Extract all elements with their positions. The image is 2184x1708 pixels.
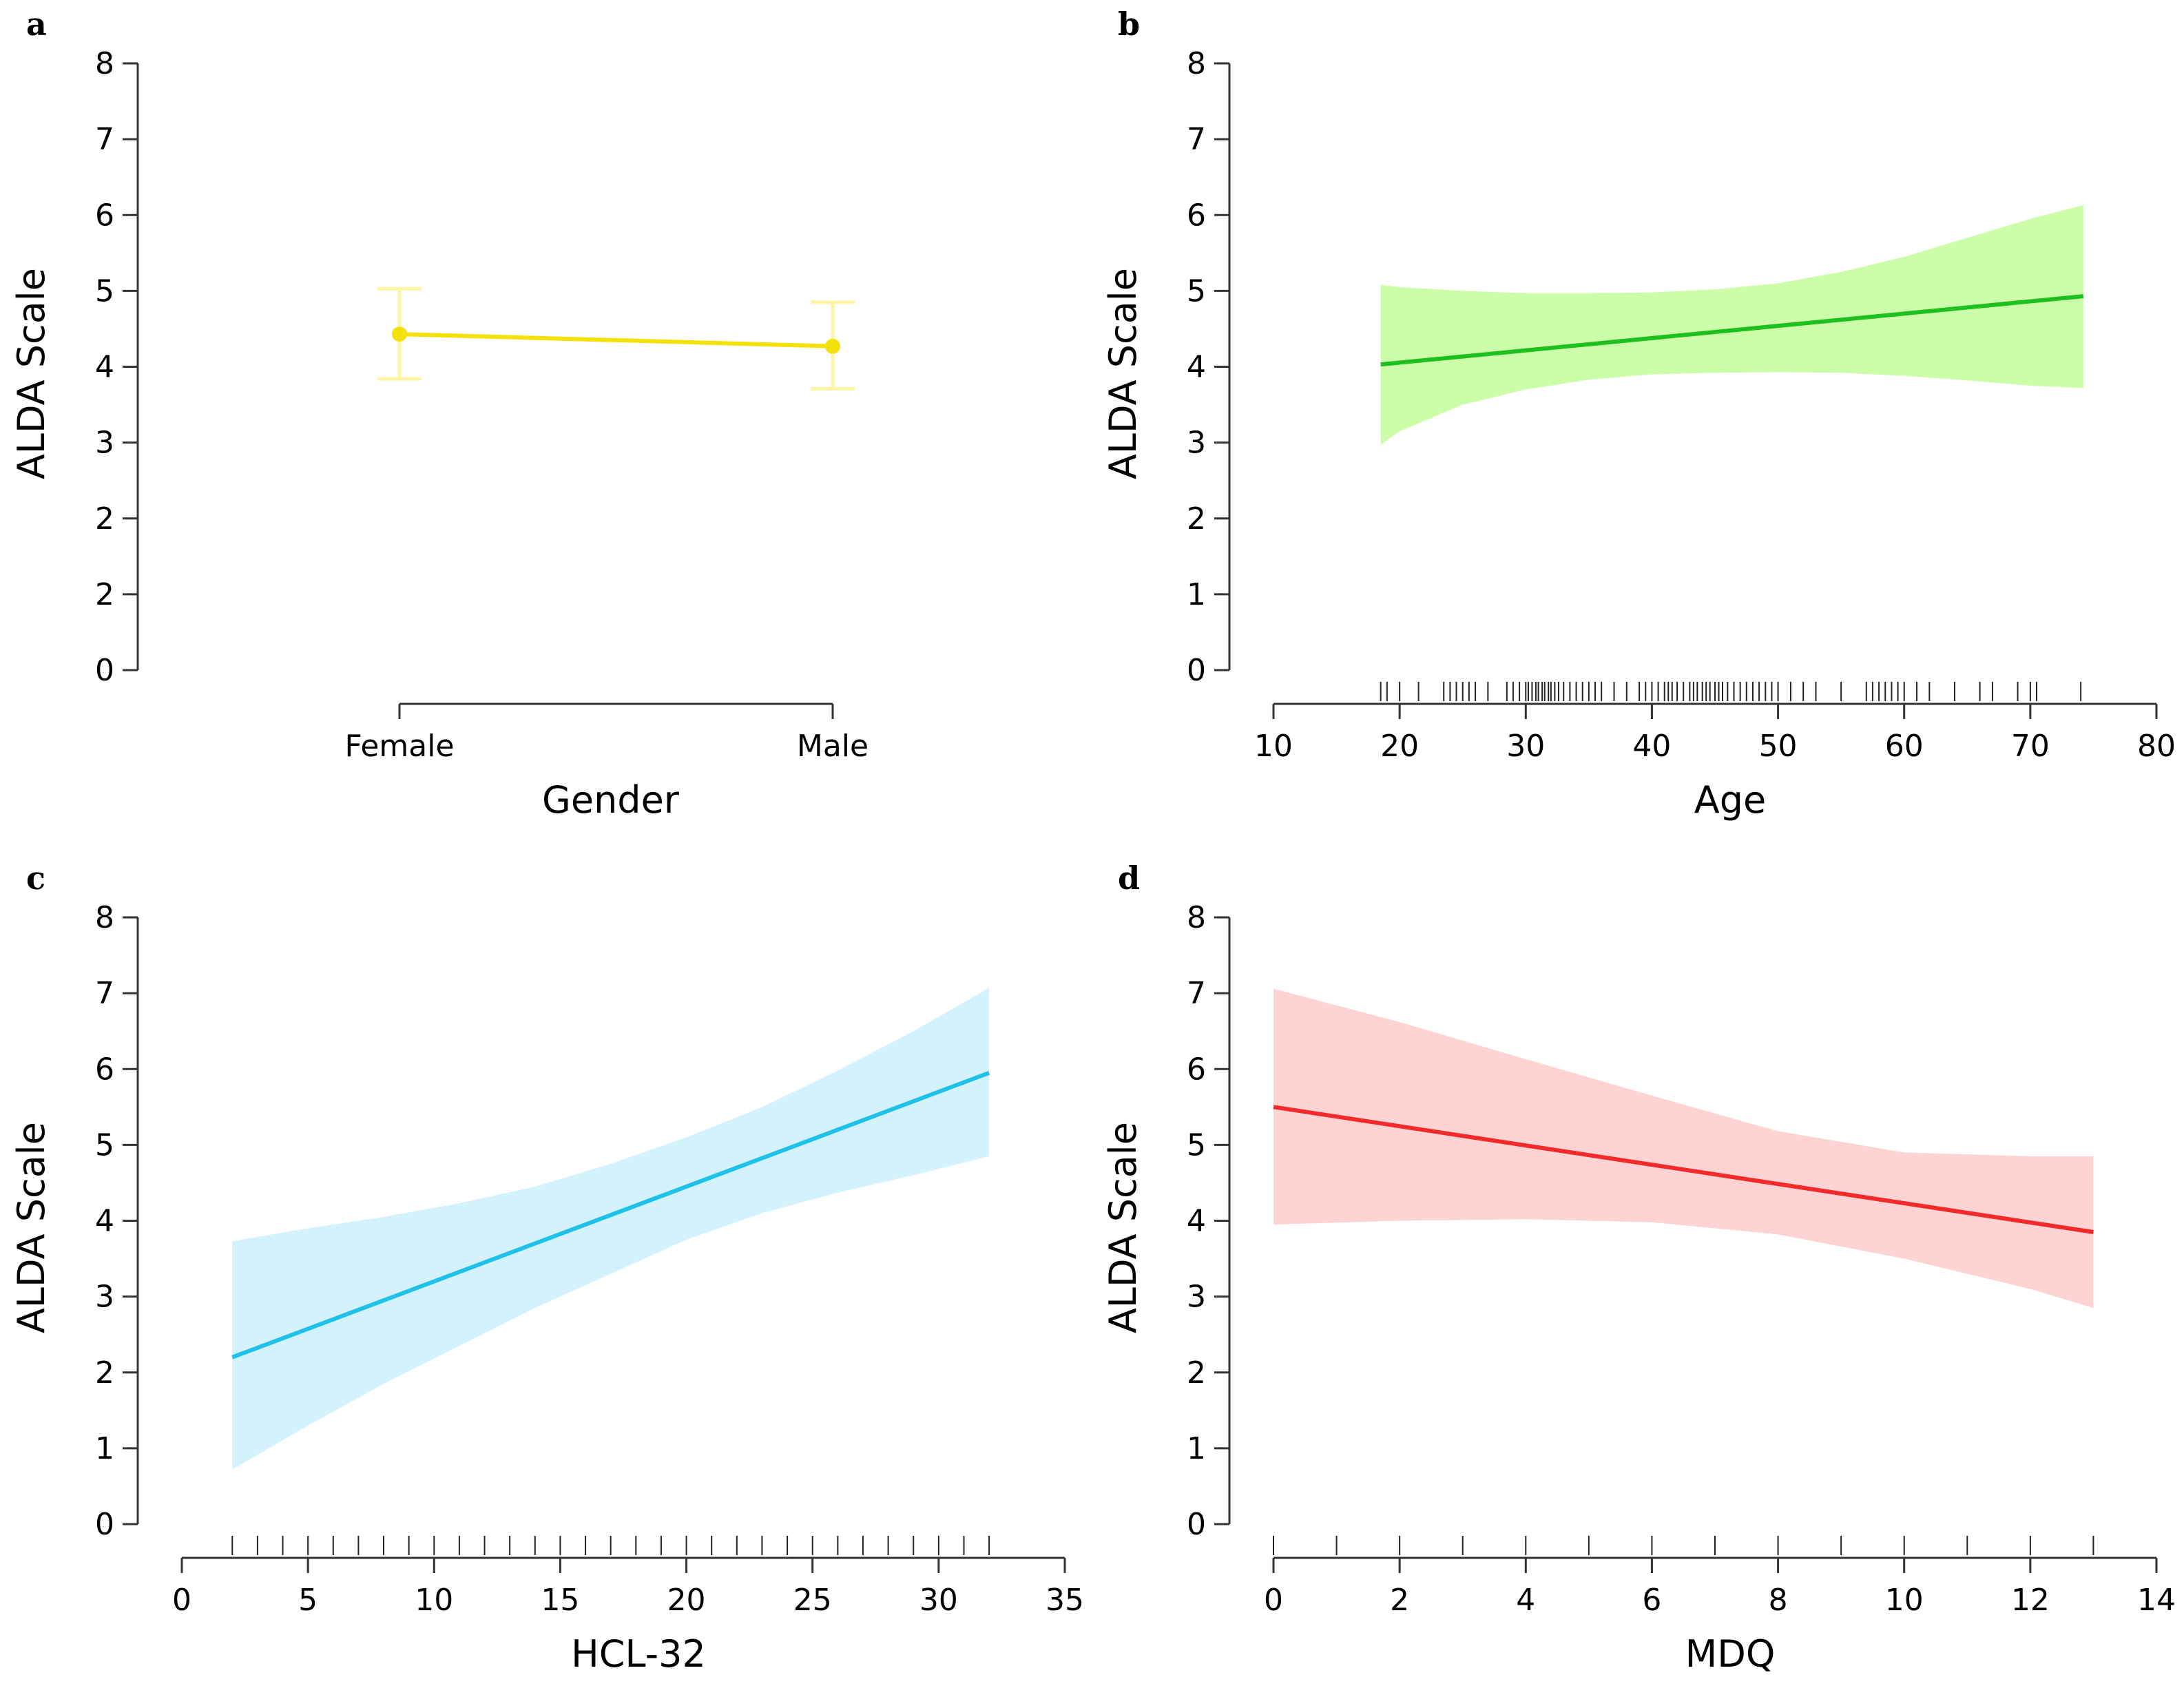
y-tick-label: 6	[95, 1052, 114, 1087]
x-tick-label: 40	[1632, 729, 1671, 764]
y-tick-label: 6	[1187, 198, 1206, 233]
y-tick-label: 0	[1187, 1507, 1206, 1542]
y-tick-label: 2	[1187, 1355, 1206, 1391]
regression-line	[1273, 1105, 2094, 1234]
panel-letter: a	[26, 6, 47, 43]
y-tick-label: 0	[95, 653, 114, 688]
x-tick-label: Female	[344, 729, 454, 764]
gender-chart: 0 2 2 3 4 5 6 7 8 ALDA Scale Female Male Gender	[10, 46, 869, 822]
y-axis-title: ALDA Scale	[10, 1122, 53, 1333]
panel-a: a 0 2 2 3 4 5 6 7 8 ALDA Scale Female Male Gender	[0, 0, 1092, 854]
y-tick-label: 4	[95, 1204, 114, 1239]
y-tick-label: 2	[95, 577, 114, 612]
confidence-band	[232, 988, 990, 1470]
x-tick-label: 10	[1885, 1583, 1924, 1618]
x-tick-label: 20	[1380, 729, 1419, 764]
x-tick-label: 30	[1506, 729, 1545, 764]
y-tick-label: 8	[1187, 900, 1206, 935]
y-tick-label: 7	[1187, 122, 1206, 157]
x-tick-label: 30	[919, 1583, 958, 1618]
y-tick-label: 4	[1187, 350, 1206, 385]
x-tick-label: 5	[298, 1583, 318, 1618]
y-tick-label: 5	[95, 273, 114, 309]
x-tick-label: 60	[1885, 729, 1924, 764]
y-tick-label: 8	[95, 900, 114, 935]
y-tick-label: 0	[95, 1507, 114, 1542]
x-tick-label: 10	[1254, 729, 1293, 764]
x-tick-label: 2	[1390, 1583, 1409, 1618]
hcl32-chart: 0 1 2 3 4 5 6 7 8 ALDA Scale 0 5 10 15 20 25 30 35 HCL-32	[10, 900, 1084, 1676]
x-tick-label: 0	[172, 1583, 191, 1618]
x-tick-label: 35	[1046, 1583, 1084, 1618]
regression-line	[231, 1070, 990, 1360]
panel-letter: d	[1118, 860, 1141, 897]
y-axis-title: ALDA Scale	[1101, 268, 1145, 479]
x-tick-label: 20	[667, 1583, 706, 1618]
y-tick-label: 4	[95, 350, 114, 385]
age-chart: 0 1 2 3 4 5 6 7 8 ALDA Scale 10 20 30 40 50 60 70 80 Age	[1101, 46, 2176, 822]
y-tick-label: 4	[1187, 1204, 1206, 1239]
x-tick-label: 80	[2137, 729, 2176, 764]
y-tick-label: 1	[95, 1431, 114, 1466]
panel-letter: b	[1118, 6, 1141, 43]
y-tick-label: 6	[1187, 1052, 1206, 1087]
y-tick-label: 3	[95, 1280, 114, 1315]
x-axis-title: Gender	[542, 778, 680, 822]
data-point	[392, 326, 407, 342]
y-tick-label: 7	[95, 122, 114, 157]
y-tick-label: 5	[1187, 273, 1206, 309]
y-tick-label: 7	[95, 976, 114, 1011]
y-tick-label: 2	[95, 1355, 114, 1391]
regression-line	[1380, 294, 2084, 367]
x-tick-label: 15	[541, 1583, 579, 1618]
x-tick-label: 14	[2137, 1583, 2176, 1618]
y-tick-label: 7	[1187, 976, 1206, 1011]
y-tick-label: 3	[1187, 1280, 1206, 1315]
y-tick-label: 1	[1187, 577, 1206, 612]
y-tick-label: 8	[95, 46, 114, 81]
data-point	[825, 338, 840, 354]
x-tick-label: 0	[1264, 1583, 1283, 1618]
y-tick-label: 3	[95, 426, 114, 461]
x-axis-title: HCL-32	[571, 1632, 706, 1676]
confidence-band	[1380, 205, 2083, 445]
panel-c: c 0 1 2 3 4 5 6 7 8 ALDA Scale 0 5 10 15 20 25 30 35 HCL-3…	[0, 854, 1092, 1708]
x-tick-label: 10	[415, 1583, 453, 1618]
y-tick-label: 2	[1187, 501, 1206, 537]
y-tick-label: 6	[95, 198, 114, 233]
x-tick-label: 50	[1759, 729, 1798, 764]
y-tick-label: 2	[95, 501, 114, 537]
panel-d: d 0 1 2 3 4 5 6 7 8 ALDA Scale 0 2 4 6 8 10 12 14 MDQ	[1092, 854, 2183, 1708]
y-tick-label: 0	[1187, 653, 1206, 688]
y-tick-label: 5	[1187, 1127, 1206, 1163]
x-tick-label: 70	[2011, 729, 2050, 764]
panel-letter: c	[26, 860, 46, 897]
x-tick-label: Male	[797, 729, 869, 764]
x-tick-label: 6	[1642, 1583, 1661, 1618]
confidence-band	[1273, 988, 2094, 1309]
y-axis-title: ALDA Scale	[10, 268, 53, 479]
y-tick-label: 5	[95, 1127, 114, 1163]
series-line	[399, 332, 833, 348]
y-tick-label: 3	[1187, 426, 1206, 461]
x-tick-label: 25	[793, 1583, 832, 1618]
x-tick-label: 12	[2011, 1583, 2050, 1618]
panel-b: b 0 1 2 3 4 5 6 7 8 ALDA Scale 10 20 30 40 50 60 70 80 Age	[1092, 0, 2183, 854]
x-tick-label: 8	[1769, 1583, 1788, 1618]
x-axis-title: Age	[1694, 778, 1766, 822]
y-tick-label: 8	[1187, 46, 1206, 81]
y-axis-title: ALDA Scale	[1101, 1122, 1145, 1333]
y-tick-label: 1	[1187, 1431, 1206, 1466]
x-axis-title: MDQ	[1685, 1632, 1776, 1676]
x-tick-label: 4	[1516, 1583, 1535, 1618]
